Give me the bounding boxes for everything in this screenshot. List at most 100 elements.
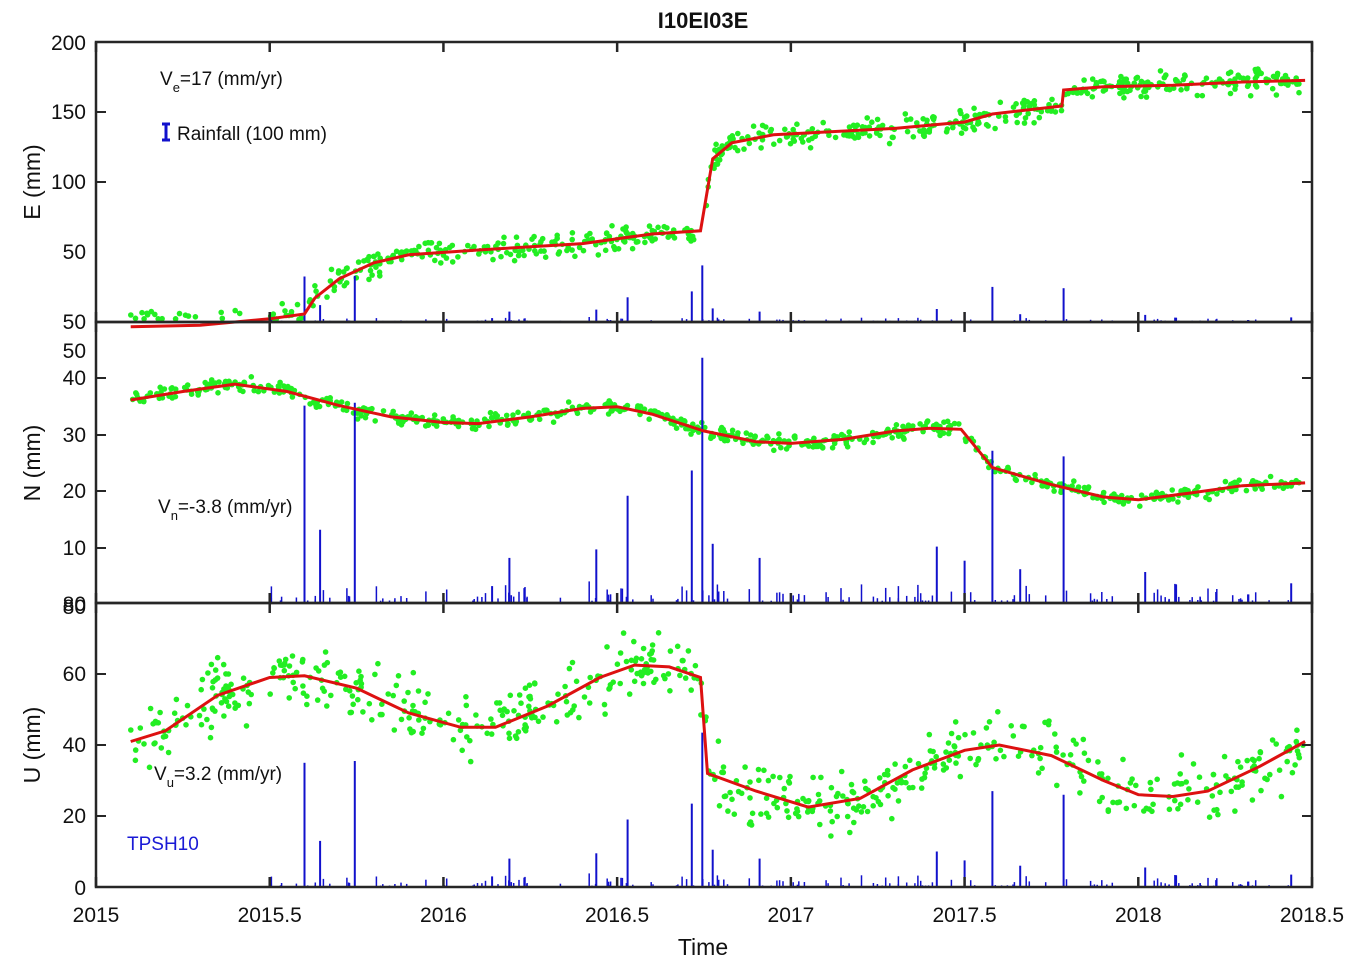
up-observation-point — [765, 814, 772, 820]
east-observation-point — [327, 278, 334, 284]
up-observation-point — [1273, 741, 1279, 747]
east-observation-point — [869, 119, 875, 125]
north-observation-point — [641, 406, 648, 413]
up-observation-point — [516, 692, 523, 698]
north-observation-point — [917, 421, 923, 427]
up-observation-point — [735, 788, 742, 795]
up-observation-point — [355, 696, 361, 703]
up-observation-point — [390, 692, 397, 699]
up-observation-point — [1276, 767, 1283, 773]
up-observation-point — [457, 727, 464, 734]
east-observation-point — [1014, 119, 1020, 126]
east-observation-point — [1296, 89, 1302, 96]
up-observation-point — [1081, 778, 1087, 784]
up-observation-point — [1123, 805, 1130, 812]
north-observation-point — [1039, 483, 1045, 489]
east-observation-point — [904, 128, 911, 135]
north-observation-point — [1267, 473, 1274, 480]
up-observation-point — [128, 727, 134, 733]
up-observation-point — [267, 691, 274, 697]
up-observation-point — [209, 685, 216, 691]
east-observation-point — [1178, 87, 1184, 93]
east-observation-point — [971, 105, 977, 112]
up-velocity-symbol: V — [154, 764, 167, 785]
up-observation-point — [850, 805, 857, 811]
north-observation-point — [1138, 492, 1145, 499]
up-observation-point — [827, 808, 834, 814]
up-observation-point — [1150, 801, 1156, 808]
up-observation-point — [902, 763, 909, 770]
east-observation-point — [490, 256, 496, 263]
up-observation-point — [1077, 790, 1083, 796]
north-observation-point — [740, 440, 746, 447]
north-velocity-subscript: n — [171, 508, 178, 523]
up-observation-point — [997, 747, 1004, 754]
up-observation-point — [526, 703, 532, 710]
north-observation-point — [161, 386, 168, 392]
up-observation-point — [212, 667, 219, 673]
east-observation-point — [841, 132, 847, 138]
north-observation-point — [792, 433, 798, 439]
east-observation-point — [734, 147, 741, 154]
north-observation-point — [1169, 487, 1175, 493]
east-observation-point — [1138, 93, 1144, 100]
up-observation-point — [223, 671, 229, 677]
east-observation-point — [712, 147, 718, 153]
up-observation-point — [398, 716, 405, 723]
east-observation-point — [926, 126, 933, 133]
up-observation-point — [885, 793, 891, 799]
up-observation-point — [497, 707, 504, 714]
up-observation-point — [488, 716, 494, 722]
up-observation-point — [803, 798, 809, 805]
north-observation-point — [861, 439, 868, 446]
up-observation-point — [506, 735, 513, 742]
up-observation-point — [915, 760, 922, 767]
up-observation-point — [674, 643, 681, 650]
north-observation-point — [255, 388, 262, 395]
up-observation-point — [940, 767, 947, 773]
up-observation-point — [957, 773, 964, 780]
up-observation-point — [899, 779, 906, 785]
up-observation-point — [158, 745, 165, 751]
up-observation-point — [727, 789, 733, 796]
east-observation-point — [649, 238, 655, 244]
east-observation-point — [794, 121, 800, 127]
north-observation-point — [1236, 477, 1242, 484]
east-observation-point — [746, 140, 753, 147]
east-observation-point — [219, 315, 226, 322]
east-y-axis-label: E (mm) — [19, 144, 45, 219]
up-observation-point — [729, 796, 735, 803]
up-observation-point — [1232, 808, 1238, 814]
east-observation-point — [141, 316, 147, 322]
x-tick-label: 2015.5 — [238, 904, 302, 927]
north-observation-point — [1203, 494, 1209, 501]
north-observation-point — [202, 379, 208, 386]
east-observation-point — [449, 259, 456, 265]
up-observation-point — [385, 691, 392, 697]
up-observation-point — [892, 761, 898, 767]
north-observation-point — [743, 430, 750, 436]
up-top-tick-label: 80 — [63, 596, 86, 619]
up-observation-point — [353, 680, 360, 686]
up-observation-point — [993, 756, 999, 762]
north-velocity-annotation: Vn=-3.8 (mm/yr) — [158, 497, 292, 523]
east-observation-point — [366, 276, 372, 283]
north-observation-point — [1075, 484, 1082, 490]
rainfall-legend-label: Rainfall (100 mm) — [177, 124, 327, 145]
east-observation-point — [609, 223, 615, 229]
up-observation-point — [946, 757, 953, 763]
up-observation-point — [240, 675, 247, 681]
up-observation-point — [157, 709, 163, 716]
north-y-tick-label: 30 — [63, 424, 86, 447]
east-observation-point — [1285, 82, 1291, 88]
east-observation-point — [646, 223, 653, 229]
up-observation-point — [395, 673, 402, 679]
up-observation-point — [571, 703, 577, 709]
up-observation-point — [943, 749, 949, 755]
east-y-tick-label: 100 — [51, 171, 86, 194]
up-observation-point — [1035, 770, 1042, 776]
east-observation-point — [812, 133, 819, 140]
up-observation-point — [810, 774, 816, 781]
east-observation-point — [606, 233, 613, 240]
up-observation-point — [220, 661, 227, 668]
